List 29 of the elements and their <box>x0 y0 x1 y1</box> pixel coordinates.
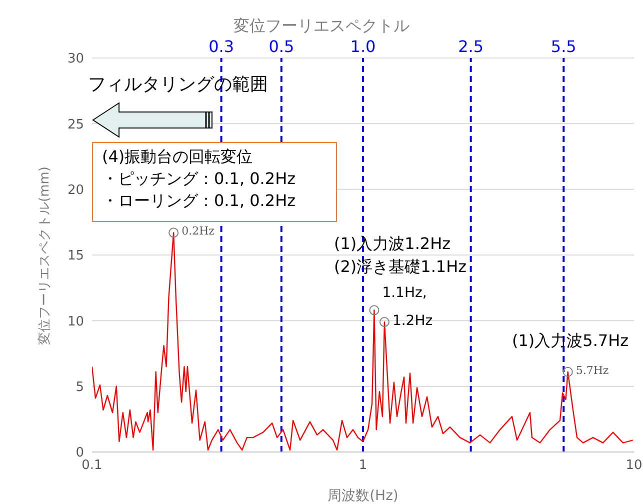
y-tick-label: 30 <box>67 52 84 67</box>
annotation: (1)入力波1.2Hz <box>334 234 451 255</box>
y-tick-label: 25 <box>67 117 84 132</box>
x-tick-label: 10 <box>626 458 642 474</box>
annotation: 0.2Hz <box>182 224 215 238</box>
y-tick-label: 0 <box>76 446 84 461</box>
annotation: (1)入力波5.7Hz <box>512 331 629 352</box>
x-tick-label: 1 <box>358 458 368 474</box>
ref-line-label: 2.5 <box>458 37 484 56</box>
ref-line-label: 1.0 <box>350 37 376 56</box>
x-tick-label: 0.1 <box>82 458 102 474</box>
annotation: ・ローリング：0.1, 0.2Hz <box>102 190 296 212</box>
annotation: (2)浮き基礎1.1Hz <box>334 257 467 278</box>
y-tick-label: 5 <box>76 380 84 395</box>
annotation: フィルタリングの範囲 <box>88 73 268 96</box>
ref-line-label: 5.5 <box>550 37 576 56</box>
annotation: ・ピッチング：0.1, 0.2Hz <box>102 168 296 190</box>
y-tick-label: 20 <box>67 182 84 198</box>
x-axis-title: 周波数(Hz) <box>328 488 398 504</box>
annotation: 1.2Hz <box>392 312 433 329</box>
annotation: 1.1Hz, <box>382 285 427 302</box>
ref-line-label: 0.3 <box>208 37 234 56</box>
annotation: 5.7Hz <box>576 364 609 377</box>
ref-line-label: 0.5 <box>268 37 294 56</box>
y-tick-label: 15 <box>67 248 84 264</box>
annotation: (4)振動台の回転変位 <box>102 146 253 168</box>
y-tick-label: 10 <box>67 314 84 330</box>
y-axis-title: 変位フーリエスペクトル(mm) <box>36 166 53 345</box>
chart-title: 変位フーリエスペクトル <box>232 16 410 37</box>
